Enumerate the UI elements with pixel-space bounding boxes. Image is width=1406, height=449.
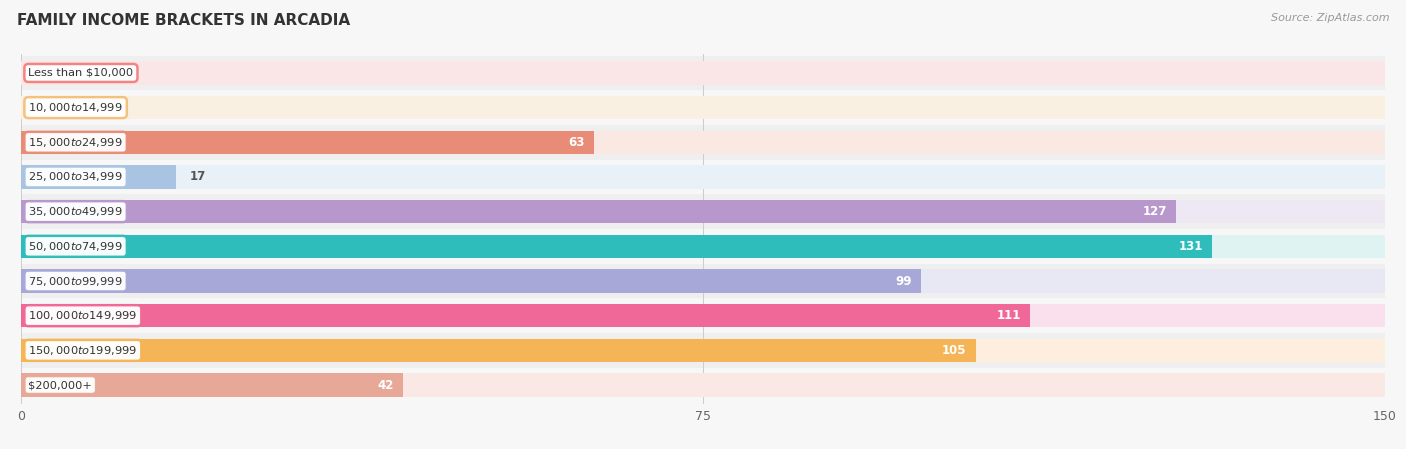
Bar [21, 131, 593, 154]
Text: Source: ZipAtlas.com: Source: ZipAtlas.com [1271, 13, 1389, 23]
Text: $35,000 to $49,999: $35,000 to $49,999 [28, 205, 122, 218]
Bar [21, 269, 1385, 293]
Bar [21, 229, 1385, 264]
Text: 131: 131 [1178, 240, 1204, 253]
Text: $10,000 to $14,999: $10,000 to $14,999 [28, 101, 122, 114]
Text: $50,000 to $74,999: $50,000 to $74,999 [28, 240, 122, 253]
Bar [21, 234, 1212, 258]
Text: Less than $10,000: Less than $10,000 [28, 68, 134, 78]
Text: $25,000 to $34,999: $25,000 to $34,999 [28, 171, 122, 184]
Bar [21, 333, 1385, 368]
Bar [21, 339, 1385, 362]
Text: 63: 63 [568, 136, 585, 149]
Text: 17: 17 [190, 171, 205, 184]
Bar [21, 368, 1385, 402]
Bar [21, 165, 176, 189]
Text: 127: 127 [1142, 205, 1167, 218]
Bar [21, 200, 1385, 224]
Text: 99: 99 [896, 274, 912, 287]
Text: FAMILY INCOME BRACKETS IN ARCADIA: FAMILY INCOME BRACKETS IN ARCADIA [17, 13, 350, 28]
Bar [21, 90, 1385, 125]
Bar [21, 96, 1385, 119]
Bar [21, 56, 1385, 90]
Bar [21, 200, 1175, 224]
Text: 105: 105 [942, 344, 967, 357]
Text: $75,000 to $99,999: $75,000 to $99,999 [28, 274, 122, 287]
Bar [21, 373, 1385, 397]
Text: 0: 0 [35, 66, 42, 79]
Text: 111: 111 [997, 309, 1021, 322]
Text: $200,000+: $200,000+ [28, 380, 93, 390]
Bar [21, 61, 1385, 85]
Bar [21, 125, 1385, 160]
Bar [21, 234, 1385, 258]
Text: $150,000 to $199,999: $150,000 to $199,999 [28, 344, 138, 357]
Bar [21, 339, 976, 362]
Text: $15,000 to $24,999: $15,000 to $24,999 [28, 136, 122, 149]
Bar [21, 298, 1385, 333]
Text: 42: 42 [377, 379, 394, 392]
Bar [21, 160, 1385, 194]
Bar [21, 304, 1385, 327]
Bar [21, 194, 1385, 229]
Bar [21, 264, 1385, 298]
Bar [21, 131, 1385, 154]
Text: 0: 0 [35, 101, 42, 114]
Text: $100,000 to $149,999: $100,000 to $149,999 [28, 309, 138, 322]
Bar [21, 269, 921, 293]
Bar [21, 304, 1031, 327]
Bar [21, 373, 404, 397]
Bar [21, 165, 1385, 189]
